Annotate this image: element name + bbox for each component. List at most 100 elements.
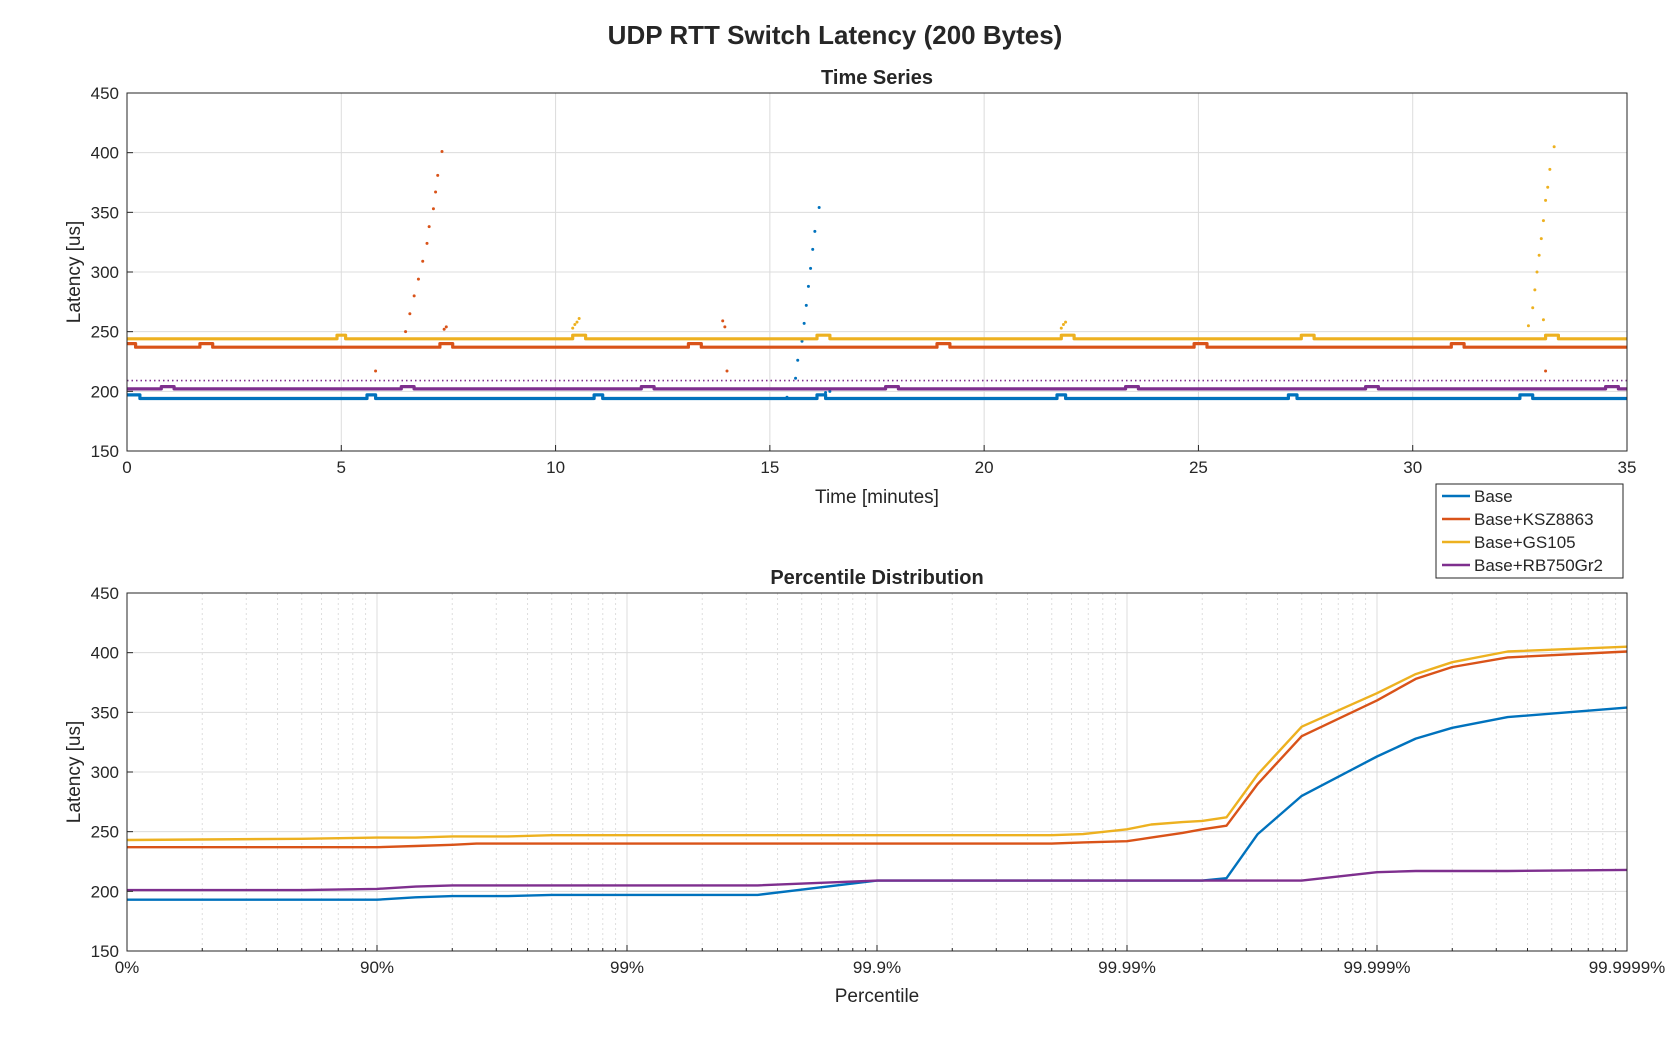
time-series-point-base-gs105: [1535, 270, 1539, 274]
time-series-point-base: [796, 358, 800, 362]
percentile-xtick-label: 99%: [610, 958, 644, 977]
percentile-ytick-label: 350: [91, 703, 119, 722]
time-series-point-base: [785, 395, 789, 399]
time-series-point-base: [806, 284, 810, 288]
legend: Base Base+KSZ8863 Base+GS105 Base+RB750G…: [1435, 483, 1624, 579]
time-series-point-base-gs105: [1537, 253, 1541, 257]
time-series-ytick-label: 150: [91, 442, 119, 461]
percentile-xtick-label: 90%: [360, 958, 394, 977]
time-series-point-base-gs105: [571, 326, 575, 330]
percentile-xtick-label: 99.9%: [853, 958, 901, 977]
percentile-panel: Percentile Distribution 0% 90% 99% 99.9% 99.…: [64, 567, 1665, 1007]
time-series-point-base-gs105: [575, 320, 579, 324]
legend-label-base: Base: [1474, 487, 1513, 506]
legend-label-gs105: Base+GS105: [1474, 533, 1576, 552]
time-series-point-base: [813, 229, 817, 233]
legend-label-rb750gr2: Base+RB750Gr2: [1474, 556, 1603, 575]
percentile-xtick-label: 0%: [115, 958, 140, 977]
time-series-xtick-label: 25: [1189, 458, 1208, 477]
time-series-xtick-label: 0: [122, 458, 131, 477]
percentile-ylabel: Latency [us]: [64, 721, 85, 823]
legend-box: [1435, 483, 1624, 579]
time-series-point-base-ksz8863: [1544, 369, 1548, 373]
time-series-point-base-ksz8863: [427, 225, 431, 229]
percentile-ytick-label: 150: [91, 942, 119, 961]
time-series-point-base-ksz8863: [416, 277, 420, 281]
time-series-point-base-gs105: [1531, 306, 1535, 310]
time-series-point-base-ksz8863: [723, 325, 727, 329]
time-series-point-base-ksz8863: [412, 294, 416, 298]
time-series-point-base-ksz8863: [434, 190, 438, 194]
time-series-band-base-ksz8863: [127, 342, 1627, 349]
time-series-point-base: [802, 321, 806, 325]
time-series-point-base-gs105: [1544, 198, 1548, 202]
time-series-point-base: [811, 247, 815, 251]
percentile-xtick-label: 99.9999%: [1589, 958, 1666, 977]
time-series-point-base-ksz8863: [431, 207, 435, 211]
time-series-xlabel: Time [minutes]: [815, 487, 939, 508]
time-series-xtick-label: 20: [975, 458, 994, 477]
time-series-ytick-label: 250: [91, 323, 119, 342]
time-series-point-base-ksz8863: [721, 319, 725, 323]
percentile-line-base-rb750gr2: [127, 868, 1628, 892]
time-series-point-base-ksz8863: [442, 327, 446, 331]
percentile-ytick-label: 300: [91, 763, 119, 782]
percentile-title: Percentile Distribution: [770, 567, 983, 589]
time-series-point-base-gs105: [1541, 219, 1545, 223]
time-series-xtick-label: 15: [760, 458, 779, 477]
time-series-ytick-label: 200: [91, 382, 119, 401]
time-series-band-base-rb750gr2: [127, 385, 1627, 391]
time-series-point-base-ksz8863: [374, 369, 378, 373]
time-series-ytick-label: 300: [91, 263, 119, 282]
time-series-point-base-gs105: [1546, 185, 1550, 189]
percentile-xtick-label: 99.99%: [1098, 958, 1156, 977]
time-series-xtick-label: 30: [1403, 458, 1422, 477]
time-series-point-base-gs105: [1059, 326, 1063, 330]
time-series-point-base: [828, 389, 832, 393]
time-series-point-base-gs105: [573, 323, 577, 327]
time-series-point-base: [804, 303, 808, 307]
figure-title: UDP RTT Switch Latency (200 Bytes): [608, 20, 1063, 50]
time-series-point-base-gs105: [1541, 318, 1545, 322]
percentile-xtick-label: 99.999%: [1343, 958, 1410, 977]
time-series-title: Time Series: [821, 67, 933, 89]
time-series-point-base-ksz8863: [725, 369, 729, 373]
time-series-panel: Time Series 0 5 10 15 20 25 30 35 150 200 250 300 35…: [64, 67, 1636, 508]
percentile-ytick-label: 450: [91, 584, 119, 603]
percentile-ytick-label: 400: [91, 644, 119, 663]
time-series-point-base-gs105: [1061, 323, 1065, 327]
percentile-line-base-gs105: [126, 645, 1628, 842]
percentile-xlabel: Percentile: [835, 986, 920, 1007]
legend-label-ksz8863: Base+KSZ8863: [1474, 510, 1594, 529]
percentile-line-base-ksz8863: [127, 650, 1628, 849]
time-series-point-base-ksz8863: [444, 325, 448, 329]
time-series-point-base: [824, 391, 828, 395]
time-series-point-base-ksz8863: [436, 173, 440, 177]
time-series-point-base-ksz8863: [408, 312, 412, 316]
time-series-point-base-gs105: [1548, 167, 1552, 171]
time-series-point-base: [817, 206, 821, 210]
time-series-point-base-ksz8863: [425, 241, 429, 245]
time-series-point-base-ksz8863: [440, 149, 444, 153]
time-series-xtick-label: 35: [1618, 458, 1637, 477]
time-series-point-base: [800, 339, 804, 343]
time-series-band-base-gs105: [127, 333, 1627, 341]
time-series-point-base-gs105: [1533, 288, 1537, 292]
time-series-xtick-label: 10: [546, 458, 565, 477]
time-series-xtick-label: 5: [337, 458, 346, 477]
time-series-point-base-gs105: [1526, 324, 1530, 328]
time-series-point-base-ksz8863: [404, 330, 408, 334]
time-series-ytick-label: 350: [91, 203, 119, 222]
time-series-band-base: [127, 393, 1627, 401]
time-series-point-base: [794, 376, 798, 380]
time-series-ytick-label: 400: [91, 144, 119, 163]
time-series-data: [127, 145, 1627, 401]
percentile-data: [126, 645, 1628, 901]
time-series-point-base: [809, 266, 813, 270]
percentile-ytick-label: 200: [91, 882, 119, 901]
percentile-ticks: 0% 90% 99% 99.9% 99.99% 99.999% 99.9999% 150 200…: [91, 584, 1666, 977]
percentile-ytick-label: 250: [91, 823, 119, 842]
time-series-point-base-gs105: [577, 317, 581, 321]
